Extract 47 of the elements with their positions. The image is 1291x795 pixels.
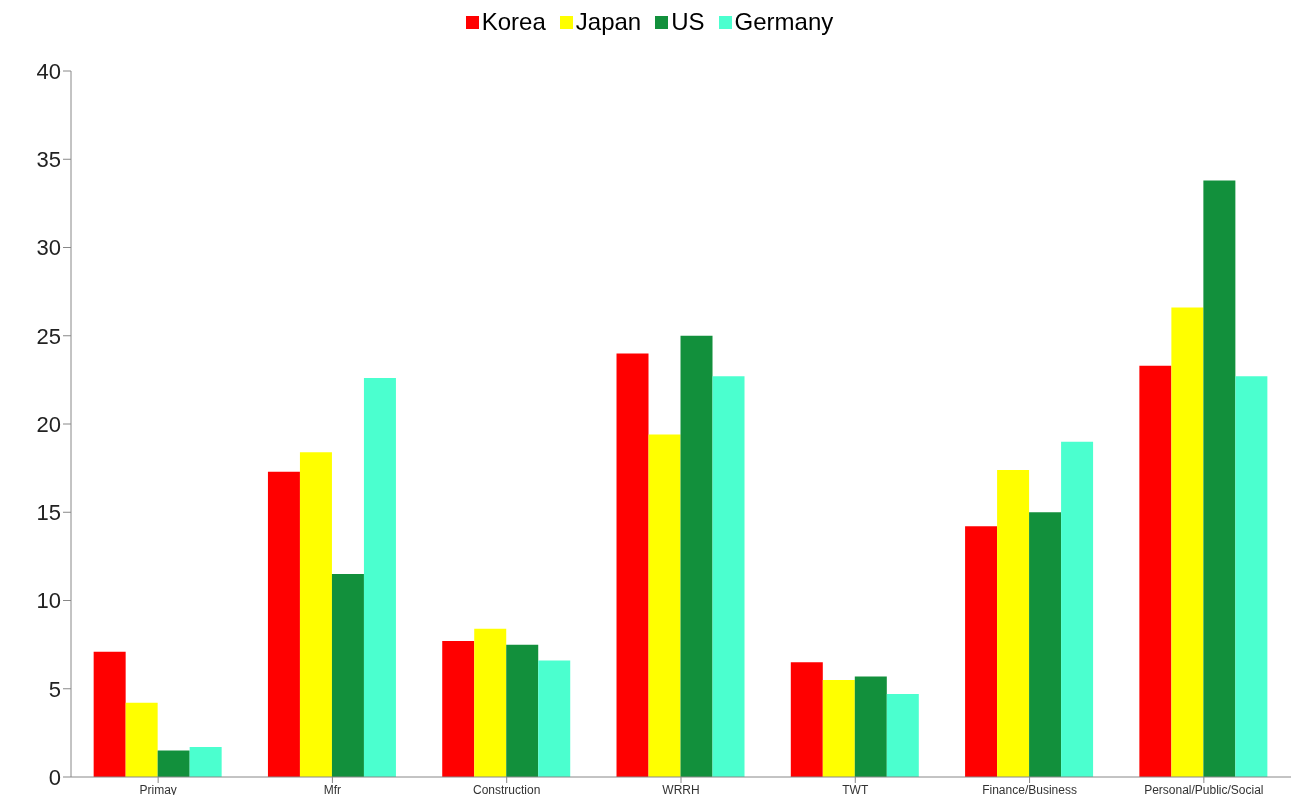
bar <box>331 574 364 777</box>
x-tick-label: Personal/Public/Social <box>1144 782 1264 795</box>
x-tick-label: TWT <box>842 782 869 795</box>
y-tick-label: 35 <box>36 147 61 173</box>
y-tick-label: 20 <box>36 411 61 437</box>
bar <box>712 376 745 777</box>
bar <box>474 628 507 777</box>
bar <box>506 644 539 777</box>
legend-label: Germany <box>733 8 834 36</box>
bar <box>299 452 332 777</box>
y-tick-label: 10 <box>36 588 61 614</box>
bar <box>1171 307 1204 777</box>
bar <box>648 434 681 777</box>
bar <box>822 679 855 777</box>
bar <box>125 702 158 777</box>
bar <box>157 750 190 777</box>
bar <box>1203 180 1236 777</box>
bar <box>267 471 300 777</box>
legend-label: Korea <box>480 8 546 36</box>
x-tick-label: WRRH <box>662 782 700 795</box>
bar <box>1029 512 1062 777</box>
bar <box>1061 441 1094 777</box>
bar <box>538 660 571 777</box>
bar <box>1235 376 1268 777</box>
bar <box>997 469 1030 777</box>
bar <box>854 676 887 777</box>
x-tick-label: Mfr <box>323 782 342 795</box>
bar <box>886 694 919 777</box>
bar <box>93 651 126 777</box>
y-tick-label: 40 <box>36 58 61 84</box>
bar <box>965 526 998 777</box>
bar <box>1139 365 1172 777</box>
bar <box>616 353 649 777</box>
bar <box>680 335 713 777</box>
y-tick-label: 5 <box>48 676 61 702</box>
bar <box>790 662 823 777</box>
bar <box>189 747 222 777</box>
x-tick-label: Construction <box>473 782 541 795</box>
y-tick-label: 30 <box>36 235 61 261</box>
y-tick-label: 25 <box>36 323 61 349</box>
y-tick-label: 0 <box>48 764 61 790</box>
legend-label: Japan <box>574 8 642 36</box>
bar <box>442 641 475 777</box>
x-tick-label: Finance/Business <box>982 782 1077 795</box>
legend-label: US <box>670 8 705 36</box>
y-tick-label: 15 <box>36 500 61 526</box>
bar <box>363 378 396 777</box>
